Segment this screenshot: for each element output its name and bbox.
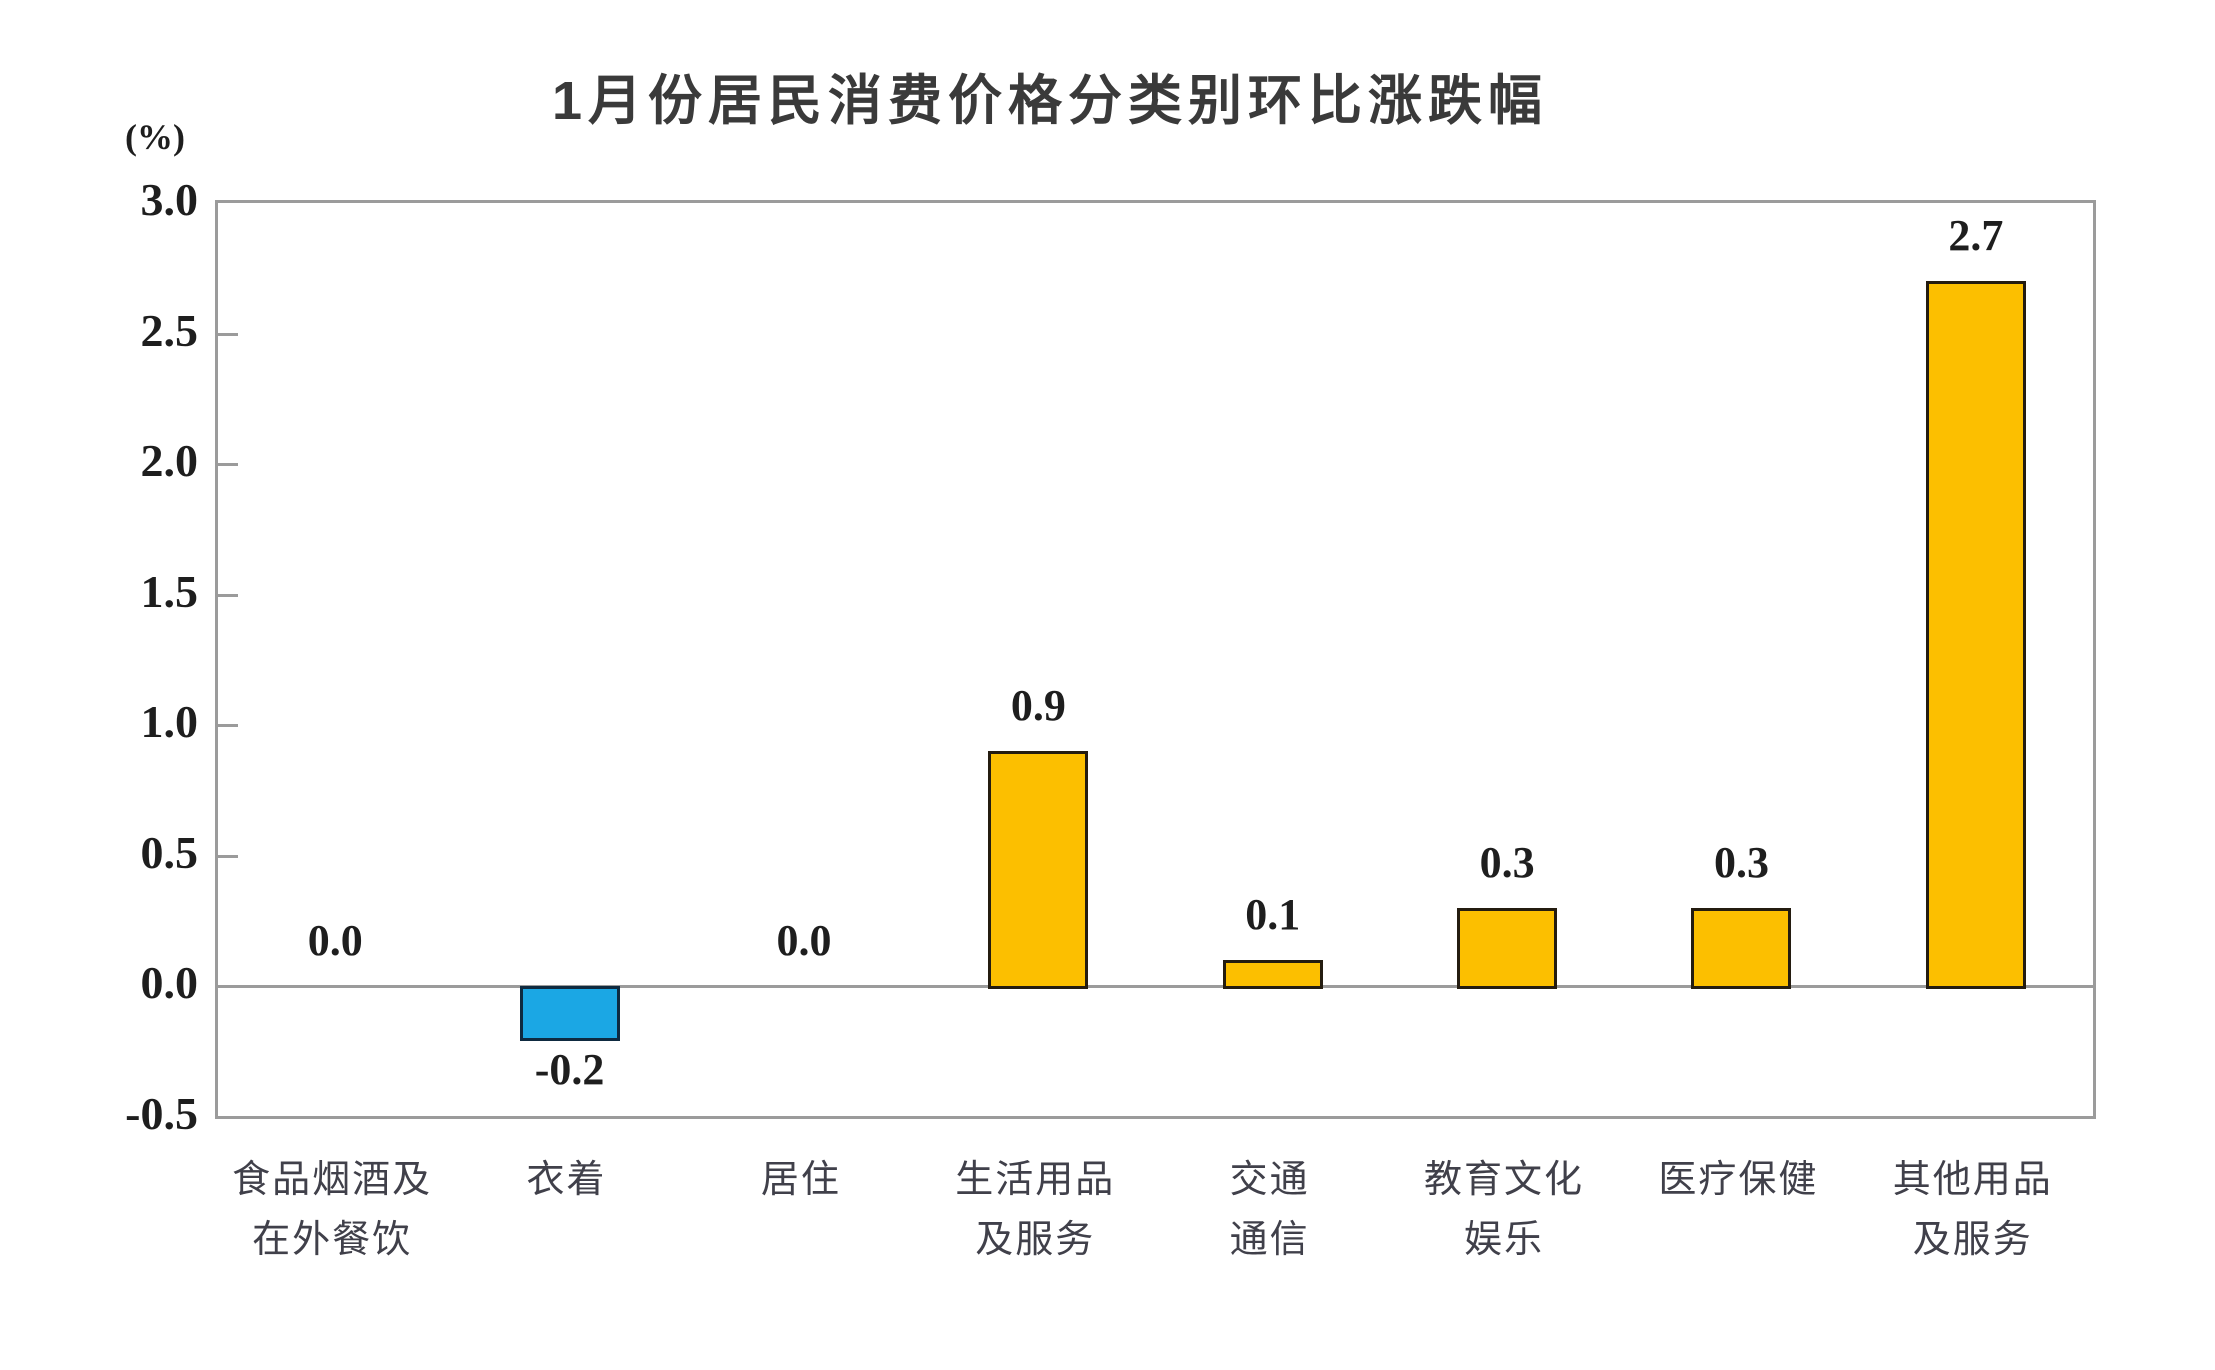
x-axis-category-label: 生活用品 及服务 bbox=[955, 1159, 1116, 1262]
y-axis-tick-label: 1.0 bbox=[140, 696, 199, 747]
bar-value-label: 0.3 bbox=[1479, 837, 1535, 887]
bar-value-label: 0.1 bbox=[1245, 889, 1301, 939]
x-axis-category-label: 其他用品 及服务 bbox=[1892, 1159, 2053, 1262]
y-axis-tick bbox=[218, 724, 238, 727]
bar-教育文化娱乐 bbox=[1457, 907, 1558, 989]
y-axis-tick-label: 3.0 bbox=[140, 174, 199, 225]
x-axis-category-label: 衣着 bbox=[526, 1159, 607, 1201]
plot-area: 0.0 -0.2 0.0 0.9 0.1 0.3 0.3 2.7 bbox=[215, 200, 2096, 1119]
bar-医疗保健 bbox=[1691, 907, 1792, 989]
y-axis-tick-label: 0.5 bbox=[140, 826, 199, 878]
y-axis-tick-label: 2.5 bbox=[140, 304, 199, 356]
bar-生活用品及服务 bbox=[988, 751, 1089, 989]
chart-title: 1月份居民消费价格分类别环比涨跌幅 bbox=[551, 71, 1549, 131]
bar-value-label: 0.0 bbox=[776, 916, 832, 965]
y-axis-tick bbox=[218, 332, 238, 336]
y-axis-tick-label: 0.0 bbox=[140, 957, 199, 1008]
bar-其他用品及服务 bbox=[1925, 281, 2026, 989]
x-axis-category-label: 交通 通信 bbox=[1229, 1159, 1310, 1262]
bar-交通通信 bbox=[1222, 959, 1323, 989]
bar-value-label: 0.3 bbox=[1713, 837, 1769, 887]
y-axis-tick-label: 1.5 bbox=[140, 565, 199, 617]
y-axis-tick-label: -0.5 bbox=[125, 1087, 198, 1139]
x-axis-category-label: 食品烟酒及 在外餐饮 bbox=[232, 1159, 433, 1262]
y-axis-tick bbox=[218, 463, 238, 466]
bar-value-label: -0.2 bbox=[534, 1045, 605, 1095]
y-axis-tick bbox=[218, 593, 238, 597]
bar-value-label: 0.0 bbox=[307, 916, 363, 965]
bar-衣着 bbox=[519, 986, 620, 1042]
bar-value-label: 2.7 bbox=[1948, 211, 2004, 261]
x-axis-category-label: 医疗保健 bbox=[1658, 1159, 1819, 1201]
zero-baseline bbox=[218, 985, 2093, 988]
y-axis-unit-label: (%) bbox=[125, 117, 185, 157]
y-axis-tick-label: 2.0 bbox=[140, 435, 199, 486]
y-axis-tick bbox=[218, 854, 238, 858]
x-axis-category-label: 居住 bbox=[760, 1159, 841, 1201]
bar-value-label: 0.9 bbox=[1010, 681, 1066, 731]
x-axis-category-label: 教育文化 娱乐 bbox=[1424, 1159, 1585, 1262]
